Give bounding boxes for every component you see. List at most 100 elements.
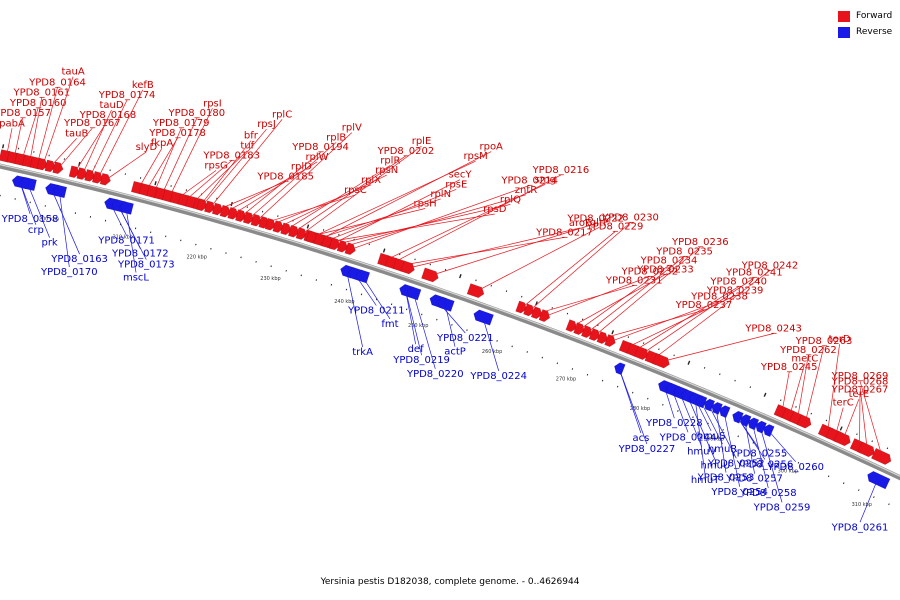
gene-label: YPD8_0216 bbox=[532, 165, 590, 176]
gene-label: YPD8_0222 bbox=[566, 214, 624, 225]
gene-label: YPD8_0167 bbox=[63, 118, 121, 129]
leader-line bbox=[74, 119, 109, 173]
gene-label: mscL bbox=[123, 273, 149, 284]
gene-label: secY bbox=[449, 170, 473, 181]
guide-mark bbox=[647, 397, 649, 400]
gene-label: YPD8_0228 bbox=[645, 418, 703, 429]
gene-label: YPD8_0164 bbox=[28, 77, 86, 88]
guide-mark bbox=[797, 461, 800, 464]
leader-line bbox=[859, 394, 861, 447]
guide-mark bbox=[581, 318, 584, 321]
gene-features bbox=[0, 149, 892, 490]
leader-line bbox=[37, 87, 58, 164]
gene-label: crp bbox=[28, 225, 44, 236]
tick-label: 300 kbp bbox=[778, 469, 798, 475]
tick-label: 240 kbp bbox=[334, 299, 354, 305]
gene-label: YPD8_0267 bbox=[831, 385, 889, 396]
gene-label: hmuS bbox=[697, 431, 726, 442]
reverse-gene bbox=[732, 410, 744, 424]
gene-label: hmuU bbox=[701, 461, 731, 472]
gene-label: YPD8_0263 bbox=[795, 336, 853, 347]
gene-label: YPD8_0179 bbox=[152, 118, 210, 129]
guide-mark bbox=[677, 410, 679, 412]
leader-line bbox=[835, 407, 844, 436]
reverse-gene bbox=[739, 414, 752, 428]
guide-mark bbox=[154, 181, 157, 186]
leader-line bbox=[679, 392, 703, 447]
leader-line bbox=[51, 189, 80, 255]
gene-label: pabA bbox=[0, 118, 25, 129]
forward-gene bbox=[272, 220, 284, 233]
guide-mark bbox=[795, 406, 797, 408]
leader-line bbox=[781, 371, 790, 413]
guide-mark bbox=[601, 379, 604, 382]
gene-label: YPD8_0241 bbox=[725, 268, 783, 279]
leader-line bbox=[343, 194, 527, 248]
forward-gene bbox=[211, 202, 224, 216]
guide-mark bbox=[511, 345, 513, 348]
guide-mark bbox=[734, 379, 736, 382]
gene-label: terC bbox=[833, 398, 854, 409]
leader-line bbox=[333, 179, 461, 245]
gene-label: YPD8_0242 bbox=[741, 260, 799, 271]
leader-line bbox=[662, 333, 774, 362]
guide-mark bbox=[673, 354, 675, 357]
guide-mark bbox=[306, 224, 310, 229]
forward-gene bbox=[99, 172, 111, 186]
forward-gene bbox=[321, 234, 333, 248]
leader-line bbox=[225, 171, 302, 213]
forward-swatch bbox=[838, 10, 850, 22]
tick-label: 310 kbp bbox=[852, 502, 872, 508]
leader-line bbox=[202, 128, 267, 206]
gene-label: rpoA bbox=[479, 142, 503, 153]
gene-label: smg bbox=[535, 174, 556, 185]
gene-label: YPD8_0178 bbox=[148, 128, 206, 139]
reverse-gene bbox=[614, 362, 626, 376]
gene-label: rpsI bbox=[203, 98, 222, 109]
guide-mark bbox=[782, 455, 785, 457]
leader-line bbox=[192, 150, 248, 203]
leader-line bbox=[361, 275, 391, 320]
leader-line bbox=[767, 429, 796, 463]
guide-mark bbox=[658, 348, 660, 351]
gene-label: YPD8_0171 bbox=[97, 236, 155, 247]
gene-label: YPD8_0224 bbox=[469, 371, 527, 382]
forward-gene bbox=[421, 267, 439, 283]
forward-gene bbox=[400, 260, 415, 275]
tick-label: 230 kbp bbox=[260, 276, 280, 282]
leader-line bbox=[97, 89, 144, 178]
leader-line bbox=[286, 165, 391, 230]
forward-gene bbox=[596, 331, 608, 344]
leader-line bbox=[694, 398, 706, 475]
reverse-label: Reverse bbox=[856, 27, 893, 37]
guide-mark bbox=[526, 351, 528, 353]
gene-label: rplR bbox=[380, 155, 400, 166]
tick-marks: 200 kbp 210 kbp 220 kbp 230 kbp 240 kbp 250 k… bbox=[0, 144, 890, 508]
gene-label: YPD8_0221 bbox=[436, 333, 494, 344]
gene-label: YPD8_0261 bbox=[831, 522, 889, 533]
forward-gene bbox=[328, 237, 341, 251]
leader-line bbox=[317, 198, 441, 240]
guide-mark bbox=[842, 482, 845, 485]
leader-line bbox=[169, 108, 213, 197]
leader-line bbox=[545, 275, 650, 317]
leader-line bbox=[654, 270, 771, 359]
leader-line bbox=[233, 161, 318, 215]
genome-backbone bbox=[0, 163, 900, 481]
forward-gene bbox=[219, 204, 231, 218]
leader-line bbox=[117, 205, 147, 260]
gene-label: YPD8_0230 bbox=[601, 213, 659, 224]
leader-line bbox=[687, 395, 716, 461]
gene-label: YPD8_0243 bbox=[744, 324, 802, 335]
leader-line bbox=[694, 398, 712, 432]
leader-line bbox=[715, 407, 727, 473]
gene-label: slyD bbox=[136, 142, 158, 153]
tick-label: 260 kbp bbox=[482, 349, 502, 355]
guide-mark bbox=[597, 324, 599, 327]
gene-label: rplX bbox=[361, 175, 381, 186]
forward-gene bbox=[313, 232, 325, 246]
backbone-line bbox=[0, 163, 900, 481]
leader-line bbox=[146, 137, 178, 191]
leader-line bbox=[723, 410, 741, 487]
legend: Forward Reverse bbox=[838, 8, 892, 40]
